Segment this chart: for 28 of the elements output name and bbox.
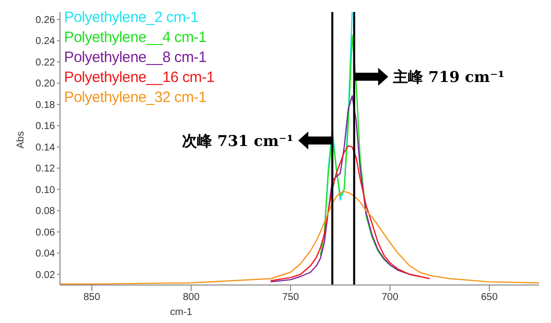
- text: Polyethylene_2 cm-1: [64, 8, 200, 28]
- x-tick-label: 800: [182, 292, 200, 304]
- y-tick-label: 0.06: [36, 227, 56, 238]
- y-tick-label: 0.12: [36, 164, 56, 175]
- annotation: 主峰 719 cm⁻¹: [392, 68, 504, 86]
- x-axis-title: cm-1: [170, 307, 193, 318]
- x-tick-label: 650: [480, 292, 498, 304]
- y-tick-label: 0.26: [36, 14, 56, 26]
- y-tick-label: 0.22: [36, 57, 56, 68]
- line-series: [270, 145, 430, 282]
- y-tick-label: 0.20: [36, 78, 56, 90]
- text: Polyethylene__16 cm-1: [64, 68, 214, 88]
- text: Polyethylene__8 cm-1: [64, 48, 208, 68]
- x-tick-label: 750: [282, 292, 300, 304]
- text: Polyethylene_32 cm-1: [64, 88, 208, 108]
- y-tick-label: 0.18: [36, 100, 56, 111]
- y-tick-label: 0.02: [36, 270, 56, 281]
- y-tick-label: 0.16: [36, 121, 56, 132]
- x-tick-label: 700: [382, 292, 399, 304]
- y-tick-label: 0.24: [36, 36, 56, 48]
- y-tick-label: 0.10: [36, 184, 56, 196]
- text: Polyethylene__4 cm-1: [64, 28, 208, 48]
- annotation: 次峰 731 cm⁻¹: [182, 132, 294, 150]
- y-axis-title: Abs: [16, 131, 27, 148]
- y-tick-label: 0.04: [36, 248, 56, 260]
- y-tick-label: 0.14: [36, 142, 56, 154]
- y-tick-label: 0.08: [36, 206, 56, 218]
- x-tick-label: 850: [83, 292, 101, 304]
